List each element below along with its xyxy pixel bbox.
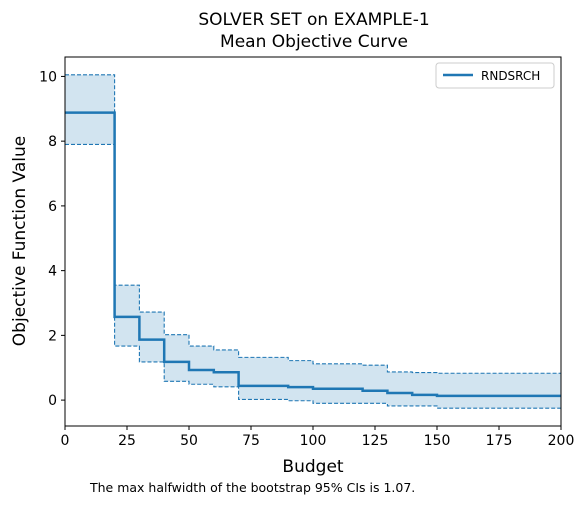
x-axis-label: Budget [282, 457, 343, 477]
y-tick-label: 6 [48, 199, 57, 215]
legend-box [435, 62, 555, 89]
legend-label-rndsrch: RNDSRCH [481, 69, 540, 83]
y-tick-label: 10 [39, 69, 57, 85]
chart-title-line-2: Mean Objective Curve [220, 32, 408, 52]
y-tick-label: 8 [48, 134, 57, 150]
series-line-0 [65, 111, 561, 398]
x-tick-label: 200 [548, 433, 575, 449]
y-tick-label: 0 [48, 393, 57, 409]
x-tick-label: 100 [300, 433, 327, 449]
ci-band-0 [65, 74, 561, 409]
y-tick-label: 4 [48, 264, 57, 280]
plot-area [65, 74, 561, 409]
x-tick-label: 150 [424, 433, 451, 449]
chart-title-line-1: SOLVER SET on EXAMPLE-1 [198, 10, 429, 30]
ci-lower-line-0 [65, 143, 561, 409]
x-tick-label: 0 [61, 433, 70, 449]
legend: RNDSRCH [435, 62, 555, 89]
x-tick-label: 50 [180, 433, 198, 449]
x-tick-label: 125 [362, 433, 389, 449]
footnote: The max halfwidth of the bootstrap 95% C… [90, 480, 416, 495]
axes: 0 25 50 75 100 125 150 175 200 0 2 4 6 8 10 [39, 56, 575, 449]
x-tick-label: 75 [242, 433, 260, 449]
x-tick-label: 25 [118, 433, 136, 449]
y-axis-label: Objective Function Value [10, 136, 30, 346]
ci-upper-line-0 [65, 74, 561, 374]
y-tick-label: 2 [48, 328, 57, 344]
x-tick-label: 175 [486, 433, 513, 449]
